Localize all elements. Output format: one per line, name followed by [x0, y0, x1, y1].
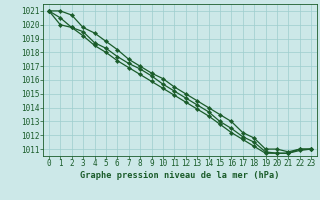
X-axis label: Graphe pression niveau de la mer (hPa): Graphe pression niveau de la mer (hPa)	[80, 171, 280, 180]
